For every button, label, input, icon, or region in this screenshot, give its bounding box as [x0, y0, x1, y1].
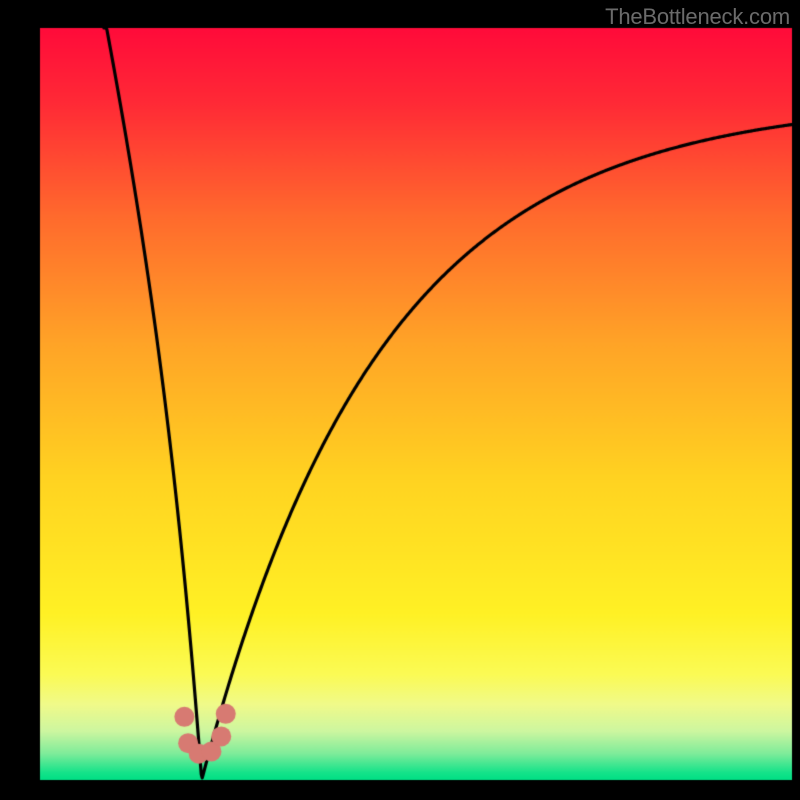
chart-stage: TheBottleneck.com — [0, 0, 800, 800]
watermark-label: TheBottleneck.com — [605, 4, 790, 30]
bottleneck-chart-canvas — [0, 0, 800, 800]
